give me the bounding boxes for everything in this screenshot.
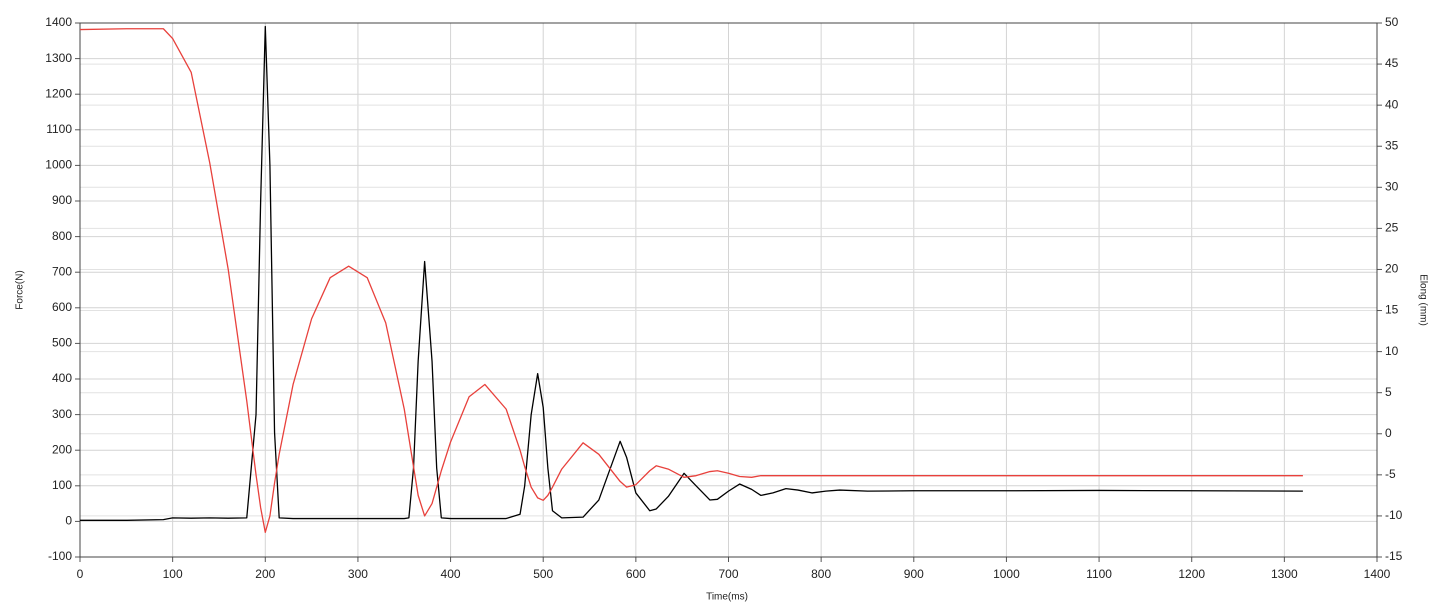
y2-tick-label: 30 <box>1385 179 1399 193</box>
y2-tick-label: -5 <box>1385 467 1396 481</box>
x-tick-label: 400 <box>441 567 461 581</box>
y2-tick-label: 35 <box>1385 138 1399 152</box>
series-line <box>79 28 1303 533</box>
y-tick-label: 400 <box>52 371 72 385</box>
x-tick-label: 600 <box>626 567 646 581</box>
y-tick-label: 800 <box>52 229 72 243</box>
y2-tick-label: 50 <box>1385 15 1399 29</box>
series-line <box>80 25 1303 521</box>
y-tick-label: 600 <box>52 300 72 314</box>
y2-tick-label: 20 <box>1385 262 1399 276</box>
y-axis-title: Force(N) <box>15 270 26 309</box>
y2-tick-label: 40 <box>1385 97 1399 111</box>
x-tick-label: 800 <box>811 567 831 581</box>
x-tick-label: 200 <box>255 567 275 581</box>
y-tick-label: 300 <box>52 407 72 421</box>
plot-border <box>79 22 1378 558</box>
x-tick-label: 1200 <box>1178 567 1205 581</box>
y-tick-label: 900 <box>52 193 72 207</box>
y2-tick-label: 15 <box>1385 303 1399 317</box>
y-tick-label: 200 <box>52 442 72 456</box>
y2-tick-label: 0 <box>1385 426 1392 440</box>
y2-tick-label: -10 <box>1385 508 1403 522</box>
y-tick-label: 500 <box>52 336 72 350</box>
y-tick-label: -100 <box>48 549 72 563</box>
y-tick-label: 1000 <box>45 158 72 172</box>
x-tick-label: 900 <box>904 567 924 581</box>
y-tick-label: 1300 <box>45 51 72 65</box>
y2-tick-label: 10 <box>1385 344 1399 358</box>
x-tick-label: 1400 <box>1364 567 1391 581</box>
x-axis-title: Time(ms) <box>706 592 748 603</box>
y2-tick-label: 25 <box>1385 221 1399 235</box>
x-tick-label: 300 <box>348 567 368 581</box>
x-tick-label: 100 <box>163 567 183 581</box>
y-tick-label: 1400 <box>45 15 72 29</box>
x-tick-label: 700 <box>718 567 738 581</box>
x-tick-label: 1300 <box>1271 567 1298 581</box>
y-tick-label: 100 <box>52 478 72 492</box>
y2-tick-label: 5 <box>1385 385 1392 399</box>
y2-axis-title: Elong (mm) <box>1417 274 1428 326</box>
y-tick-label: 700 <box>52 264 72 278</box>
y2-tick-label: 45 <box>1385 56 1399 70</box>
x-tick-label: 1000 <box>993 567 1020 581</box>
y-tick-label: 1100 <box>46 122 72 136</box>
y-tick-label: 1200 <box>45 86 72 100</box>
x-tick-label: 500 <box>533 567 553 581</box>
y2-tick-label: -15 <box>1385 549 1403 563</box>
x-tick-label: 0 <box>77 567 84 581</box>
x-tick-label: 1100 <box>1086 567 1112 581</box>
y-tick-label: 0 <box>65 514 72 528</box>
